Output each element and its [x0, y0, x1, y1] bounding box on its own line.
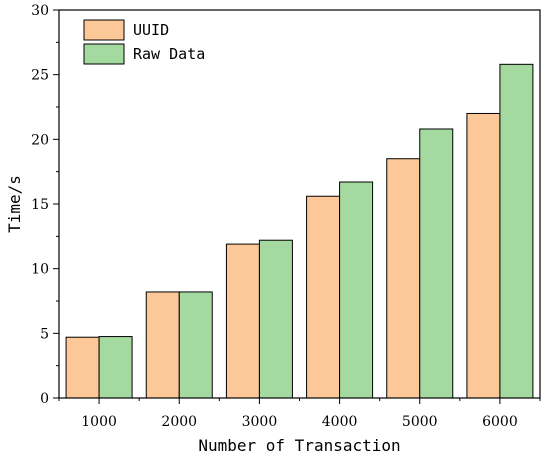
bar-raw-data-2000 — [178, 291, 213, 399]
bar-uuid-6000 — [466, 112, 501, 399]
legend-label-uuid: UUID — [133, 21, 169, 39]
legend-label-raw-data: Raw Data — [133, 45, 205, 63]
y-tick-label-30: 30 — [31, 3, 49, 19]
y-tick-label-15: 15 — [31, 197, 49, 213]
x-tick-label-4000: 4000 — [322, 414, 358, 430]
y-tick-label-25: 25 — [31, 68, 49, 84]
legend: UUID Raw Data — [83, 19, 205, 65]
x-tick-label-3000: 3000 — [242, 414, 278, 430]
x-tick-label-6000: 6000 — [482, 414, 518, 430]
bars-layer — [65, 63, 534, 399]
bar-raw-data-1000 — [98, 336, 133, 399]
y-axis-title: Time/s — [5, 175, 24, 233]
x-axis-title: Number of Transaction — [198, 436, 400, 455]
bar-raw-data-3000 — [258, 239, 293, 399]
bar-uuid-2000 — [145, 291, 180, 399]
bar-uuid-5000 — [386, 158, 421, 399]
x-tick-label-1000: 1000 — [81, 414, 117, 430]
bar-raw-data-5000 — [419, 128, 454, 399]
bar-raw-data-6000 — [499, 63, 534, 399]
y-tick-label-0: 0 — [40, 391, 49, 407]
x-tick-label-5000: 5000 — [402, 414, 438, 430]
x-tick-label-2000: 2000 — [161, 414, 197, 430]
y-tick-label-5: 5 — [40, 326, 49, 342]
legend-swatch-uuid — [83, 19, 125, 41]
axes-layer: 0 5 10 15 20 25 30 1000 2000 3000 4000 5000 6000 — [31, 3, 541, 430]
bar-uuid-3000 — [225, 243, 260, 399]
y-tick-label-10: 10 — [31, 262, 49, 278]
bar-raw-data-4000 — [339, 181, 374, 399]
legend-swatch-raw-data — [83, 43, 125, 65]
y-tick-label-20: 20 — [31, 132, 49, 148]
bar-uuid-1000 — [65, 336, 100, 399]
bar-uuid-4000 — [306, 195, 341, 399]
